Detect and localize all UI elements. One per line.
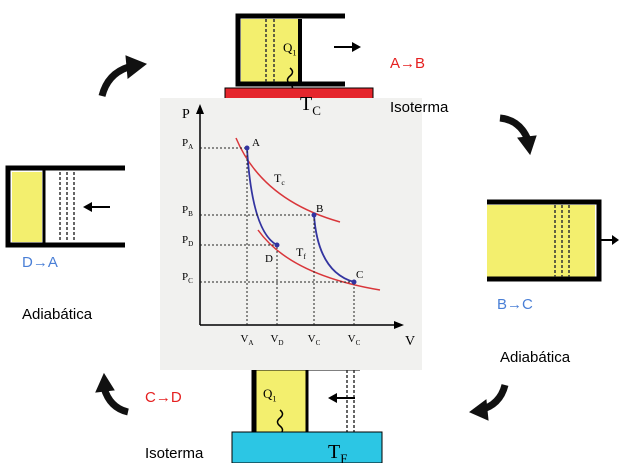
gas [256, 370, 306, 432]
transition-label: A→B [390, 55, 425, 72]
gas [487, 205, 595, 277]
arrow-head [96, 374, 114, 392]
subscript: 1 [292, 47, 296, 57]
arrow-head [612, 235, 619, 245]
process-label: Isoterma [145, 445, 204, 462]
arrow-head [83, 202, 92, 212]
arrow-head [126, 56, 146, 78]
process-label: Isoterma [390, 99, 449, 116]
subscript: A [188, 143, 194, 151]
process-label: Adiabática [22, 306, 93, 323]
symbol: V [240, 333, 248, 345]
cycle-arrow [104, 388, 128, 412]
y-axis-label: P [182, 107, 190, 122]
state-point [245, 146, 250, 151]
point-label: A [252, 137, 260, 149]
point-label: D [265, 253, 273, 265]
subscript: C [356, 339, 361, 347]
subscript: B [188, 210, 193, 218]
subscript: A [248, 339, 254, 347]
symbol: T [328, 441, 340, 463]
transition-label: D→A [22, 254, 58, 271]
x-axis-label: V [405, 334, 415, 349]
symbol: V [348, 333, 356, 345]
subscript: C [312, 103, 321, 118]
arrow-head [470, 400, 488, 420]
process-label: Adiabática [500, 349, 571, 366]
subscript: 1 [272, 393, 276, 403]
point-label: C [356, 269, 363, 281]
subscript: D [278, 339, 283, 347]
subscript: c [281, 178, 285, 187]
subscript: D [188, 240, 193, 248]
subscript: C [188, 277, 193, 285]
cycle-arrow [500, 118, 528, 140]
carnot-diagram: PVTcTfPAPBPDPCVAVDVCVCABDC A→BIsotermaB→… [0, 0, 619, 463]
point-label: B [316, 203, 323, 215]
state-point [275, 243, 280, 248]
subscript: C [316, 339, 321, 347]
transition-label: C→D [145, 389, 182, 406]
arrow-head [352, 42, 361, 52]
transition-label: B→C [497, 296, 533, 313]
arrow-head [518, 136, 536, 154]
symbol: V [270, 333, 278, 345]
gas [12, 172, 42, 242]
arrow-head [328, 393, 337, 403]
symbol: V [308, 333, 316, 345]
subscript: F [340, 451, 347, 463]
cold-reservoir [232, 432, 382, 463]
symbol: T [300, 93, 312, 115]
subscript: f [303, 252, 306, 261]
